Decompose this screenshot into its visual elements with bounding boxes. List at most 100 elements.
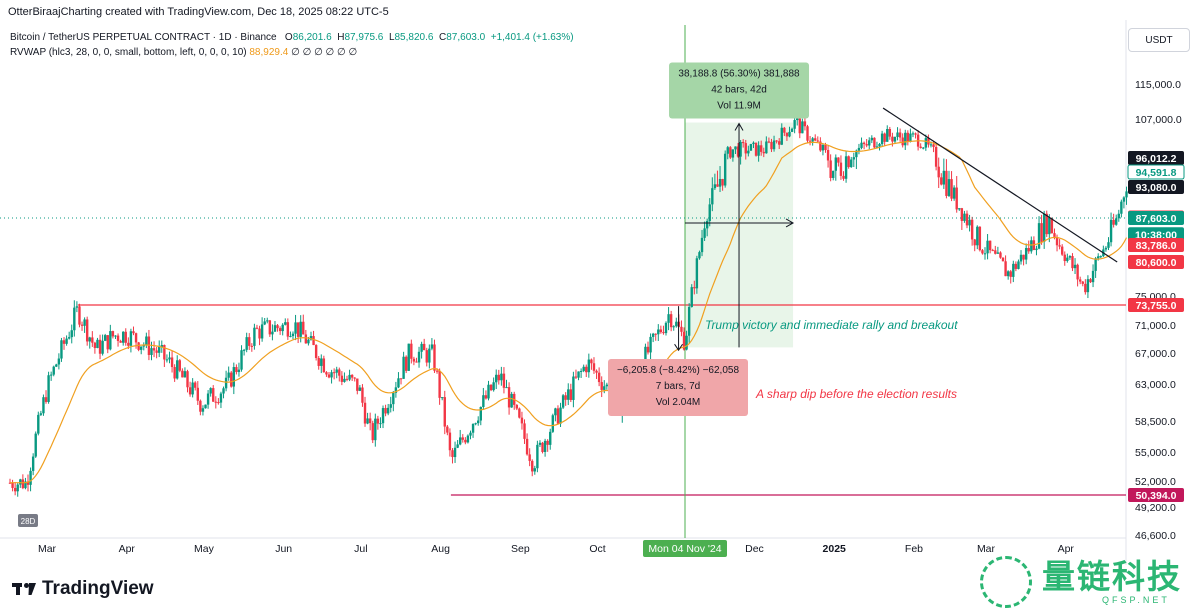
candle-body (698, 252, 701, 259)
candle-body (302, 321, 305, 335)
candle-body (368, 418, 372, 424)
candle-body (826, 150, 830, 161)
candle-body (343, 378, 346, 382)
candle-body (304, 334, 308, 344)
candle-body (407, 343, 410, 371)
candle-body (914, 133, 917, 135)
candle-body (1076, 264, 1079, 280)
candle-body (60, 340, 63, 359)
candle-body (196, 387, 199, 401)
candle-body (790, 128, 794, 132)
candle-body (1045, 213, 1048, 235)
measure-down-text-3: Vol 2.04M (656, 397, 700, 408)
candle-body (109, 331, 112, 350)
candle-body (878, 144, 881, 147)
candle-body (29, 470, 32, 485)
candle-body (518, 408, 521, 418)
candle-body (31, 456, 35, 471)
candle-body (93, 342, 97, 349)
candle-body (556, 408, 560, 424)
candle-body (67, 337, 71, 339)
interval-badge-label: 28D (21, 517, 36, 526)
candle-body (1019, 254, 1023, 262)
candle-body (116, 335, 120, 341)
candle-body (327, 374, 331, 378)
watermark-logo-icon (980, 556, 1032, 608)
candle-body (232, 367, 236, 387)
candle-body (785, 132, 789, 137)
candle-body (317, 358, 320, 366)
candle-body (484, 395, 488, 399)
tradingview-logo[interactable]: TradingView (12, 578, 154, 600)
candle-body (669, 314, 673, 328)
candle-body (502, 373, 506, 388)
candle-body (963, 213, 966, 221)
y-tick-label: 71,000.0 (1135, 320, 1176, 332)
candle-body (726, 147, 729, 154)
candle-body (929, 144, 933, 146)
candle-body (52, 366, 55, 375)
candle-body (999, 252, 1002, 258)
candle-body (438, 370, 441, 398)
candle-body (134, 333, 138, 343)
candle-body (891, 136, 894, 142)
candle-body (47, 375, 50, 402)
candle-body (520, 417, 524, 424)
candle-body (57, 358, 61, 365)
indicator-placeholders: ∅ ∅ ∅ ∅ ∅ ∅ (291, 47, 358, 58)
candle-body (690, 287, 693, 308)
change-value: +1,401.4 (+1.63%) (490, 32, 574, 43)
candle-body (65, 338, 68, 344)
candle-body (994, 250, 997, 254)
candle-body (199, 400, 202, 412)
candle-body (1084, 283, 1087, 293)
candle-body (497, 374, 500, 381)
candle-body (188, 387, 192, 395)
x-tick-label: Jul (354, 543, 367, 555)
currency-button[interactable]: USDT (1128, 28, 1190, 52)
candle-body (682, 331, 686, 350)
y-tick-label: 49,200.0 (1135, 502, 1176, 514)
candle-body (806, 126, 809, 141)
candle-body (85, 319, 89, 342)
candle-body (860, 142, 863, 148)
indicator-label[interactable]: RVWAP (hlc3, 28, 0, 0, small, bottom, le… (10, 47, 247, 58)
candle-body (402, 356, 405, 379)
candle-body (865, 144, 868, 146)
symbol-name[interactable]: Bitcoin / TetherUS PERPETUAL CONTRACT · … (10, 32, 277, 43)
candle-body (258, 328, 261, 339)
price-tag-box (1128, 180, 1184, 194)
candle-body (590, 359, 593, 364)
candle-body (379, 423, 382, 425)
candle-body (687, 307, 691, 336)
candle-body (124, 331, 127, 343)
y-tick-label: 115,000.0 (1135, 79, 1181, 91)
candle-body (145, 336, 148, 346)
candle-body (219, 393, 223, 403)
candle-body (42, 397, 45, 414)
candle-body (392, 392, 395, 405)
candle-body (1097, 256, 1100, 259)
measure-up-text-1: 38,188.8 (56.30%) 381,888 (678, 69, 800, 80)
candle-body (834, 157, 837, 171)
measure-up-text-2: 42 bars, 42d (711, 85, 767, 96)
candle-body (96, 339, 99, 349)
candle-body (523, 423, 526, 439)
candle-body (348, 374, 351, 380)
candle-body (1022, 254, 1025, 260)
price-tag-label: 80,600.0 (1136, 257, 1177, 269)
candle-body (577, 371, 580, 378)
candle-body (404, 356, 408, 371)
candle-body (13, 487, 17, 492)
candle-body (37, 414, 40, 434)
measure-down-label-box (608, 359, 748, 416)
candle-body (672, 326, 675, 328)
x-tick-label: Mar (977, 543, 996, 555)
candle-body (528, 454, 531, 461)
candle-body (585, 366, 588, 373)
candle-body (91, 337, 94, 343)
candle-body (554, 408, 557, 416)
y-tick-label: 55,000.0 (1135, 447, 1176, 459)
candle-body (1001, 257, 1005, 262)
